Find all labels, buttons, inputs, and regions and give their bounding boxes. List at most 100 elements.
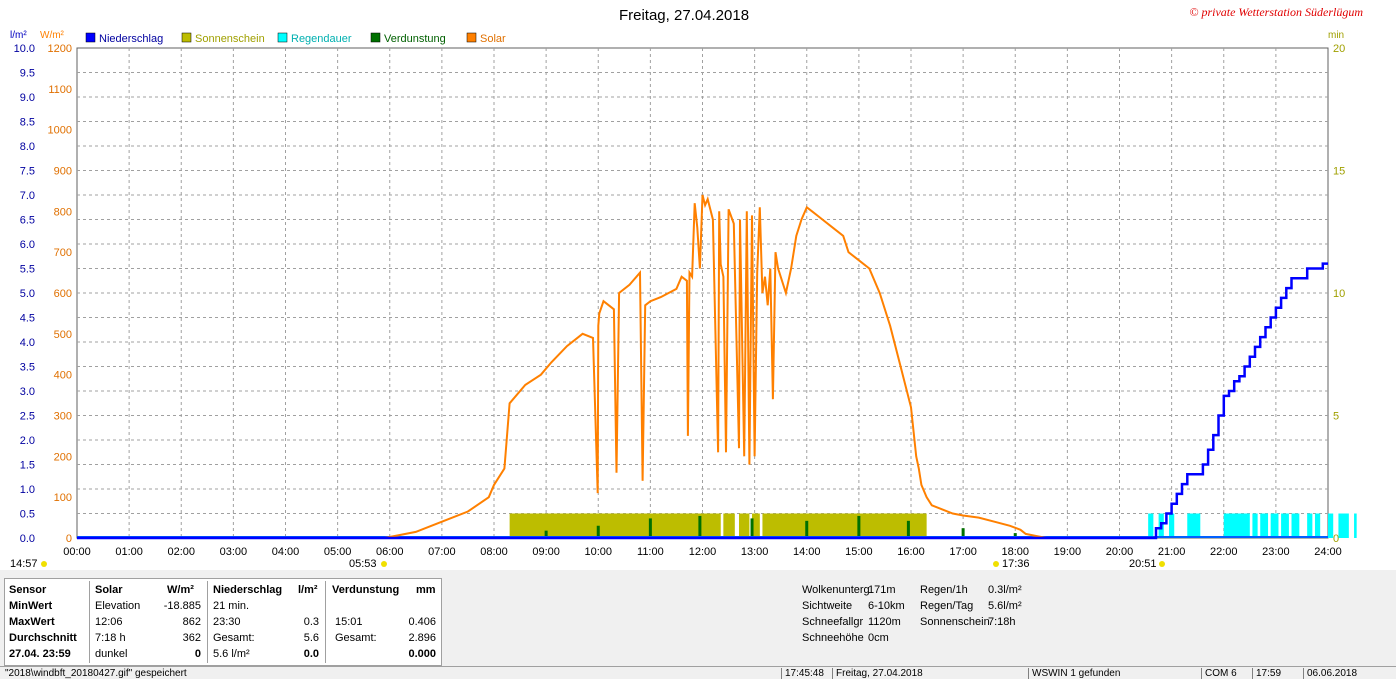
divider: [207, 581, 208, 663]
legend-label: Sonnenschein: [195, 33, 265, 45]
stat-solar_b: 0: [194, 648, 201, 660]
sunrise-label: 05:53: [349, 558, 377, 570]
sun-markers: 14:57 05:53 17:36 20:51: [10, 558, 1165, 570]
duration-bar: [738, 513, 750, 538]
duration-bar: [1223, 513, 1250, 538]
duration-bar: [1338, 513, 1349, 538]
stat-solar_a: Elevation: [95, 600, 141, 612]
stat-solar_a: 7:18 h: [95, 632, 126, 644]
condition-value: 7:18h: [988, 616, 1016, 628]
solar-tick-label: 0: [66, 533, 72, 545]
legend-label: Niederschlag: [99, 33, 163, 45]
x-tick-label: 05:00: [324, 546, 352, 558]
divider: [89, 581, 90, 663]
duration-bar: [1169, 513, 1175, 538]
stat-solar_a: 12:06: [95, 616, 123, 628]
legend-swatch: [85, 32, 96, 43]
grid: [77, 48, 1328, 538]
x-tick-label: 19:00: [1054, 546, 1082, 558]
solar-tick-label: 700: [54, 247, 72, 259]
rain-tick-label: 5.0: [20, 288, 35, 300]
solar-tick-label: 300: [54, 411, 72, 423]
duration-bar: [752, 513, 760, 538]
x-tick-label: 10:00: [584, 546, 612, 558]
duration-bar: [1281, 513, 1289, 538]
rain-tick-label: 2.0: [20, 435, 35, 447]
evaporation-spike: [906, 520, 910, 538]
rain-tick-label: 0.5: [20, 509, 35, 521]
duration-bar: [1270, 513, 1279, 538]
condition-value: 1120m: [868, 616, 901, 628]
rain-tick-label: 5.5: [20, 264, 35, 276]
status-file: "2018\windbft_20180427.gif" gespeichert: [5, 668, 187, 679]
sunset-label: 17:36: [1002, 558, 1030, 570]
first-marker-icon: [41, 561, 47, 567]
x-tick-label: 04:00: [272, 546, 300, 558]
evaporation-spike: [805, 520, 809, 538]
evaporation-spike: [698, 515, 702, 538]
solar-tick-label: 100: [54, 492, 72, 504]
evaporation-spike: [857, 515, 861, 538]
condition-value: 5.6l/m²: [988, 600, 1022, 612]
duration-bar: [1148, 513, 1154, 538]
duration-bar: [723, 513, 735, 538]
x-tick-label: 18:00: [1001, 546, 1029, 558]
rain-tick-label: 1.5: [20, 460, 35, 472]
divider: [325, 581, 326, 663]
hdr-rain: Niederschlag: [213, 584, 283, 596]
last-marker-label: 20:51: [1129, 558, 1157, 570]
condition-label: Regen/Tag: [920, 600, 974, 612]
evaporation-spike: [961, 528, 965, 538]
condition-label: Schneehöhe: [802, 632, 864, 644]
legend-swatch: [370, 32, 381, 43]
status-connection: WSWIN 1 gefunden: [1028, 668, 1202, 679]
rain-tick-label: 2.5: [20, 411, 35, 423]
copyright-label: © private Wetterstation Süderlügum: [1189, 5, 1363, 19]
solar-unit-label: W/m²: [40, 30, 65, 41]
rain-tick-label: 6.5: [20, 215, 35, 227]
minutes-tick-label: 5: [1333, 411, 1339, 423]
x-tick-label: 07:00: [428, 546, 456, 558]
sunset-icon: [993, 561, 999, 567]
x-tick-label: 02:00: [167, 546, 195, 558]
stat-evap_b: 0.406: [408, 616, 436, 628]
x-tick-label: 08:00: [480, 546, 508, 558]
stat-solar_a: dunkel: [95, 648, 128, 660]
x-tick-label: 24:00: [1314, 546, 1342, 558]
x-tick-label: 09:00: [532, 546, 560, 558]
hdr-solar-unit: W/m²: [167, 584, 194, 596]
stat-rain_a: 5.6 l/m²: [213, 648, 250, 660]
rain-tick-label: 3.0: [20, 386, 35, 398]
stat-label: Durchschnitt: [9, 632, 77, 644]
x-tick-label: 17:00: [949, 546, 977, 558]
solar-tick-label: 800: [54, 206, 72, 218]
status-today: 06.06.2018: [1303, 668, 1395, 679]
duration-bar: [1252, 513, 1258, 538]
duration-bar: [1260, 513, 1269, 538]
rain-tick-label: 7.5: [20, 166, 35, 178]
x-tick-label: 06:00: [376, 546, 404, 558]
minutes-unit-label: min: [1328, 30, 1344, 41]
x-tick-label: 16:00: [897, 546, 925, 558]
duration-bar: [1314, 513, 1321, 538]
x-tick-label: 14:00: [793, 546, 821, 558]
last-marker-icon: [1159, 561, 1165, 567]
legend-label: Verdunstung: [384, 33, 446, 45]
status-date: Freitag, 27.04.2018: [832, 668, 1029, 679]
legend-label: Solar: [480, 33, 506, 45]
legend-swatch: [181, 32, 192, 43]
minutes-tick-label: 0: [1333, 533, 1339, 545]
x-tick-label: 21:00: [1158, 546, 1186, 558]
rain-tick-label: 6.0: [20, 239, 35, 251]
condition-label: Wolkenunterg: [802, 584, 870, 596]
solar-tick-label: 1000: [48, 125, 72, 137]
hdr-evap-unit: mm: [416, 584, 436, 596]
rain-series-line: [77, 262, 1328, 540]
status-bar: "2018\windbft_20180427.gif" gespeichert …: [0, 666, 1396, 679]
duration-bar: [1354, 513, 1357, 538]
status-clock: 17:59: [1252, 668, 1304, 679]
stat-evap_a: 15:01: [335, 616, 363, 628]
weather-chart: Freitag, 27.04.2018 © private Wetterstat…: [10, 5, 1363, 570]
x-tick-label: 13:00: [741, 546, 769, 558]
duration-bar: [1187, 513, 1201, 538]
